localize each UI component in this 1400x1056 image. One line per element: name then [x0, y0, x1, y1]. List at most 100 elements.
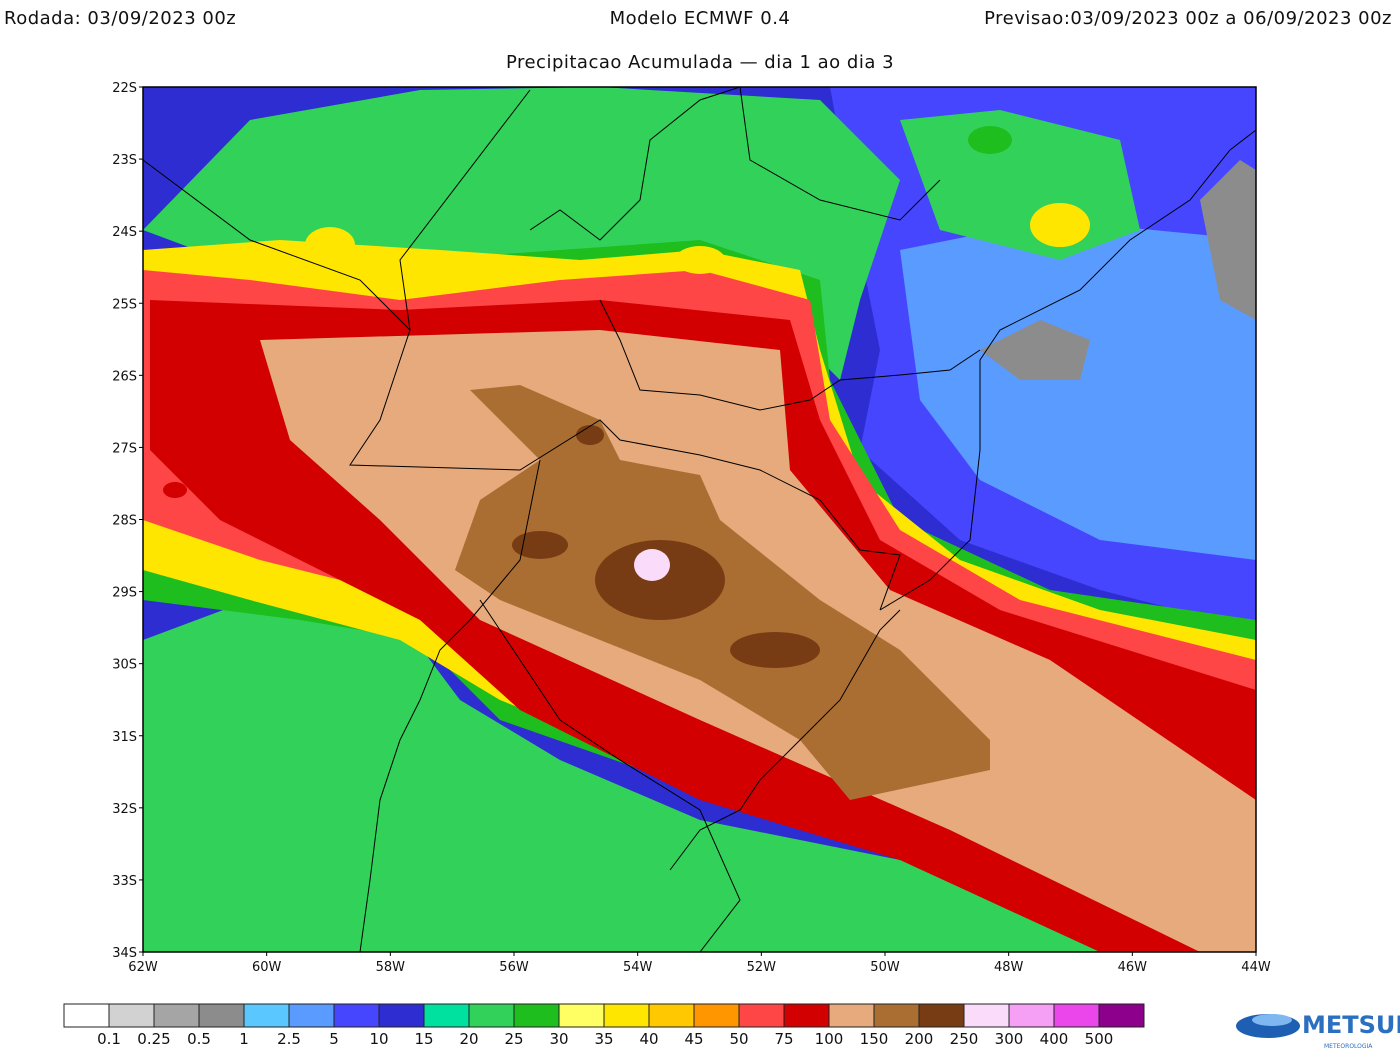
- precip-area: [634, 549, 670, 581]
- lat-label: 31S: [112, 730, 137, 745]
- colorbar-label: 50: [729, 1030, 748, 1048]
- lat-label: 32S: [112, 802, 137, 817]
- colorbar-box: [243, 1003, 290, 1028]
- lat-label: 24S: [112, 225, 137, 240]
- colorbar-label: 250: [950, 1030, 979, 1048]
- precip-area: [512, 531, 568, 559]
- colorbar-box: [783, 1003, 830, 1028]
- precip-area: [968, 126, 1012, 154]
- lon-label: 48W: [994, 960, 1024, 975]
- lon-label: 44W: [1241, 960, 1271, 975]
- colorbar-box: [963, 1003, 1010, 1028]
- precip-area: [1200, 160, 1256, 320]
- lat-label: 26S: [112, 369, 137, 384]
- lon-label: 58W: [376, 960, 406, 975]
- border-line: [359, 459, 541, 952]
- colorbar-label: 75: [774, 1030, 793, 1048]
- colorbar-label: 1: [239, 1030, 249, 1048]
- colorbar-label: 0.25: [137, 1030, 170, 1048]
- border-line: [739, 87, 941, 221]
- border-line: [879, 129, 1256, 611]
- subtitle: Precipitacao Acumulada — dia 1 ao dia 3: [506, 52, 894, 73]
- lon-label: 50W: [870, 960, 900, 975]
- border-line: [599, 299, 981, 411]
- colorbar-label: 20: [459, 1030, 478, 1048]
- logo: METSUL METEOROLOGIA: [1236, 1011, 1400, 1050]
- lat-label: 34S: [112, 946, 137, 961]
- colorbar-box: [1008, 1003, 1055, 1028]
- precip-area: [595, 540, 725, 620]
- colorbar-box: [603, 1003, 650, 1028]
- forecast-label: Previsao:03/09/2023 00z a 06/09/2023 00z: [984, 8, 1392, 29]
- colorbar-label: 25: [504, 1030, 523, 1048]
- lat-label: 23S: [112, 153, 137, 168]
- lat-label: 33S: [112, 874, 137, 889]
- colorbar-label: 35: [594, 1030, 613, 1048]
- precip-area: [158, 533, 182, 557]
- colorbar-box: [648, 1003, 695, 1028]
- logo-name: METSUL: [1302, 1011, 1400, 1039]
- colorbar-label: 0.5: [187, 1030, 211, 1048]
- precip-area: [143, 87, 900, 380]
- precip-area: [980, 320, 1090, 380]
- colorbar-label: 300: [995, 1030, 1024, 1048]
- colorbar-label: 0.1: [97, 1030, 121, 1048]
- colorbar-label: 400: [1040, 1030, 1069, 1048]
- colorbar-label: 500: [1085, 1030, 1114, 1048]
- precip-area: [675, 246, 725, 274]
- borders: [143, 87, 1256, 952]
- colorbar-box: [333, 1003, 380, 1028]
- precip-area: [730, 632, 820, 668]
- border-line: [399, 89, 531, 331]
- model-label: Modelo ECMWF 0.4: [610, 8, 791, 29]
- colorbar-box: [918, 1003, 965, 1028]
- border-line: [143, 159, 901, 611]
- precip-area: [576, 425, 604, 445]
- lat-label: 25S: [112, 297, 137, 312]
- lon-label: 46W: [1118, 960, 1148, 975]
- colorbar-label: 40: [639, 1030, 658, 1048]
- colorbar-box: [558, 1003, 605, 1028]
- lat-label: 28S: [112, 514, 137, 529]
- colorbar-label: 45: [684, 1030, 703, 1048]
- precip-area: [900, 220, 1256, 560]
- colorbar-box: [378, 1003, 425, 1028]
- colorbar-label: 200: [905, 1030, 934, 1048]
- precip-area: [305, 227, 355, 263]
- colorbar-box: [468, 1003, 515, 1028]
- colorbar-box: [738, 1003, 785, 1028]
- colorbar-box: [513, 1003, 560, 1028]
- lon-label: 60W: [252, 960, 282, 975]
- colorbar-label: 150: [860, 1030, 889, 1048]
- colorbar-box: [693, 1003, 740, 1028]
- lat-label: 22S: [112, 81, 137, 96]
- colorbar-box: [1053, 1003, 1100, 1028]
- colorbar-label: 5: [329, 1030, 339, 1048]
- colorbar-label: 10: [369, 1030, 388, 1048]
- colorbar-box: [63, 1003, 110, 1028]
- lon-label: 56W: [499, 960, 529, 975]
- precip-area: [163, 482, 187, 498]
- border-line: [529, 87, 741, 241]
- colorbar-label: 100: [815, 1030, 844, 1048]
- border-line: [479, 599, 741, 952]
- logo-tagline: METEOROLOGIA: [1324, 1043, 1373, 1050]
- colorbar-box: [288, 1003, 335, 1028]
- precip-area: [455, 385, 990, 800]
- logo-globe-highlight: [1252, 1014, 1292, 1026]
- colorbar-label: 15: [414, 1030, 433, 1048]
- colorbar-box: [1098, 1003, 1145, 1028]
- colorbar-box: [198, 1003, 245, 1028]
- colorbar-box: [873, 1003, 920, 1028]
- precip-area: [1030, 203, 1090, 247]
- lon-label: 54W: [623, 960, 653, 975]
- lat-label: 27S: [112, 441, 137, 456]
- colorbar-box: [153, 1003, 200, 1028]
- lon-label: 52W: [747, 960, 777, 975]
- colorbar-box: [828, 1003, 875, 1028]
- lat-label: 29S: [112, 586, 137, 601]
- precip-field: [143, 87, 1256, 952]
- colorbar-box: [108, 1003, 155, 1028]
